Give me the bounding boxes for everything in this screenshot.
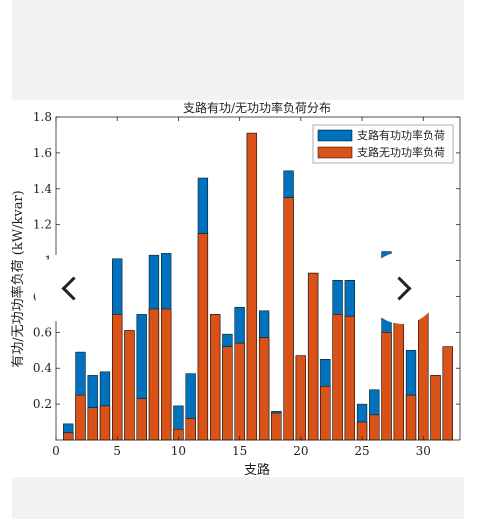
bar-reactive-power <box>124 330 135 441</box>
y-tick-label: 1.4 <box>33 182 52 196</box>
bar-reactive-power <box>344 315 355 441</box>
bar-reactive-power <box>332 314 343 441</box>
x-tick-label: 25 <box>354 444 369 458</box>
bar-reactive-power <box>75 394 86 441</box>
bar-reactive-power <box>246 132 258 441</box>
chevron-right-icon <box>386 275 412 301</box>
y-tick-label: 0.2 <box>33 397 52 411</box>
bar-reactive-power <box>148 308 160 441</box>
bar-reactive-power <box>393 323 404 441</box>
legend: 支路有功功率负荷 支路无功功率负荷 <box>312 124 454 164</box>
x-tick-label: 20 <box>293 444 308 458</box>
bar-reactive-power <box>210 314 221 441</box>
bar-reactive-power <box>234 342 245 441</box>
bar-reactive-power <box>112 314 123 441</box>
x-tick-label: 10 <box>171 444 186 458</box>
bar-reactive-power <box>283 197 294 441</box>
x-tick-label: 0 <box>52 444 60 458</box>
bar-reactive-power <box>185 418 196 441</box>
bar-reactive-power <box>63 432 74 441</box>
x-tick-label: 15 <box>232 444 247 458</box>
chart-title: 支路有功/无功功率负荷分布 <box>183 100 331 115</box>
legend-label-reactive-power: 支路无功功率负荷 <box>357 145 445 159</box>
next-button[interactable] <box>366 252 438 324</box>
x-tick-label: 30 <box>416 444 431 458</box>
y-axis-label: 有功/无功功率负荷 (kW/kvar) <box>10 190 26 367</box>
y-tick-label: 1.2 <box>33 218 52 232</box>
x-axis-label: 支路 <box>244 462 270 478</box>
bar-reactive-power <box>295 355 306 441</box>
bar-reactive-power <box>418 308 429 441</box>
bar-reactive-power <box>222 346 233 441</box>
bar-reactive-power <box>271 412 282 441</box>
bar-reactive-power <box>197 233 209 441</box>
bar-reactive-power <box>381 332 392 441</box>
bar-reactive-power <box>369 414 380 441</box>
top-background-band <box>12 0 464 100</box>
bar-reactive-power <box>161 308 172 441</box>
x-tick-label: 5 <box>113 444 121 458</box>
y-tick-label: 0.4 <box>33 361 52 375</box>
bottom-background-band <box>12 477 464 519</box>
bar-reactive-power <box>320 385 331 441</box>
chevron-left-icon <box>60 275 86 301</box>
legend-swatch-reactive-power <box>317 146 353 159</box>
bar-reactive-power <box>307 272 319 441</box>
previous-button[interactable] <box>34 252 106 324</box>
bar-reactive-power <box>430 375 441 441</box>
legend-swatch-active-power <box>317 129 353 142</box>
y-tick-label: 1.8 <box>33 110 52 124</box>
bar-reactive-power <box>87 407 98 441</box>
bar-reactive-power <box>405 394 417 441</box>
legend-label-active-power: 支路有功功率负荷 <box>357 128 445 142</box>
bar-reactive-power <box>442 346 453 441</box>
bar-reactive-power <box>258 337 270 441</box>
bar-reactive-power <box>99 405 111 441</box>
y-tick-label: 1.6 <box>33 146 52 160</box>
bar-reactive-power <box>136 398 147 441</box>
y-tick-label: 0.6 <box>33 325 52 339</box>
